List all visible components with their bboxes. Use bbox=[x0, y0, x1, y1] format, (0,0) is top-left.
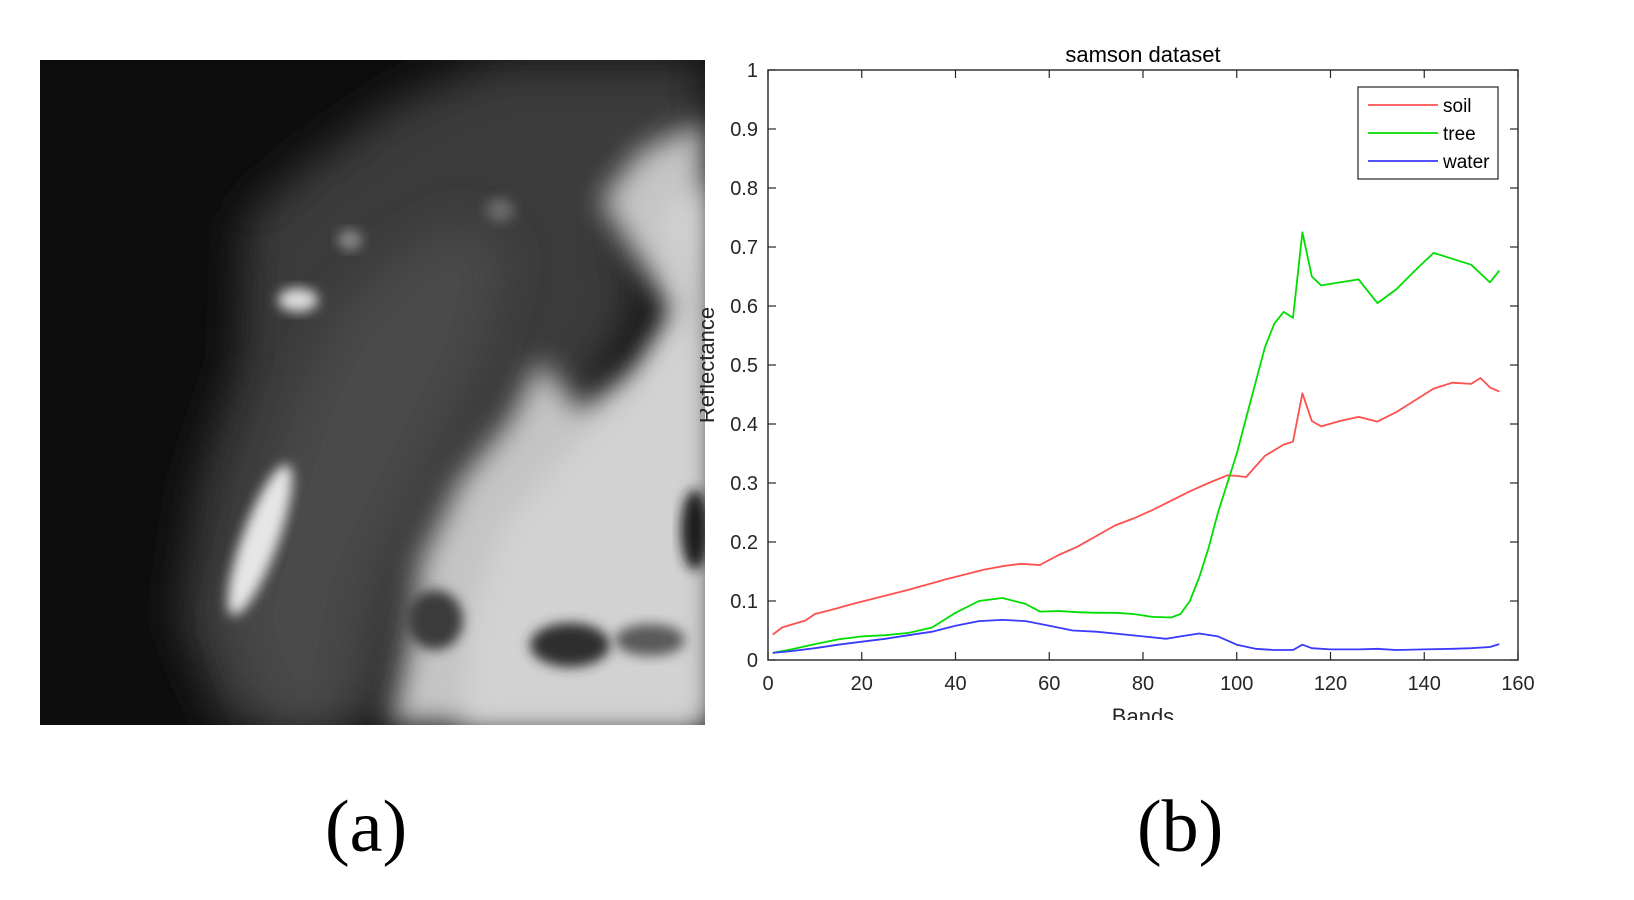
y-tick-label: 0 bbox=[747, 650, 758, 672]
x-tick-label: 160 bbox=[1501, 673, 1534, 695]
legend-label-tree: tree bbox=[1443, 124, 1476, 145]
legend-label-water: water bbox=[1442, 152, 1490, 173]
x-tick-label: 60 bbox=[1038, 673, 1060, 695]
series-line-soil bbox=[772, 377, 1500, 636]
y-ticks: 0 0.1 0.2 0.3 0.4 0.5 0.6 0.7 0.8 0.9 1 bbox=[730, 60, 1518, 672]
y-tick-label: 0.7 bbox=[730, 237, 758, 259]
axes-box bbox=[767, 69, 1519, 661]
band-image bbox=[40, 60, 705, 725]
x-tick-label: 100 bbox=[1220, 673, 1253, 695]
x-axis-title: Bands bbox=[1112, 704, 1174, 720]
bright-spot bbox=[486, 198, 514, 222]
x-tick-label: 140 bbox=[1408, 673, 1441, 695]
x-ticks: 0 20 40 60 80 100 120 140 160 bbox=[762, 70, 1535, 695]
y-tick-label: 0.5 bbox=[730, 355, 758, 377]
bright-spot bbox=[278, 288, 318, 312]
y-tick-label: 0.4 bbox=[730, 414, 758, 436]
y-tick-label: 0.6 bbox=[730, 296, 758, 318]
y-tick-label: 0.2 bbox=[730, 532, 758, 554]
dark-spot bbox=[407, 590, 463, 650]
chart-title: samson dataset bbox=[1065, 42, 1220, 67]
caption-a: (a) bbox=[325, 786, 408, 868]
dark-spot bbox=[615, 624, 685, 656]
y-axis-title: Reflectance bbox=[700, 307, 719, 423]
y-tick-label: 0.3 bbox=[730, 473, 758, 495]
legend-label-soil: soil bbox=[1443, 96, 1472, 117]
y-tick-label: 0.9 bbox=[730, 119, 758, 141]
caption-b: (b) bbox=[1137, 786, 1224, 868]
series-line-water bbox=[772, 619, 1500, 654]
soil-region-bright bbox=[460, 180, 705, 725]
bright-spot bbox=[338, 230, 362, 250]
x-tick-label: 80 bbox=[1132, 673, 1154, 695]
bright-streak bbox=[227, 464, 293, 616]
x-tick-label: 120 bbox=[1314, 673, 1347, 695]
x-tick-label: 0 bbox=[762, 673, 773, 695]
spectra-chart: 0 20 40 60 80 100 120 140 160 0 0.1 0.2 0.3 0.4 0.5 0.… bbox=[700, 42, 1535, 720]
vegetation-region-inner bbox=[230, 220, 510, 725]
x-tick-label: 40 bbox=[944, 673, 966, 695]
legend: soil tree water bbox=[1357, 86, 1499, 180]
series-lines bbox=[772, 231, 1501, 654]
dark-spot bbox=[530, 623, 610, 667]
y-tick-label: 0.1 bbox=[730, 591, 758, 613]
band-image-panel bbox=[40, 60, 705, 725]
x-tick-label: 20 bbox=[851, 673, 873, 695]
y-tick-label: 0.8 bbox=[730, 178, 758, 200]
series-line-tree bbox=[772, 231, 1501, 654]
y-tick-label: 1 bbox=[747, 60, 758, 82]
dark-spot bbox=[681, 490, 705, 570]
